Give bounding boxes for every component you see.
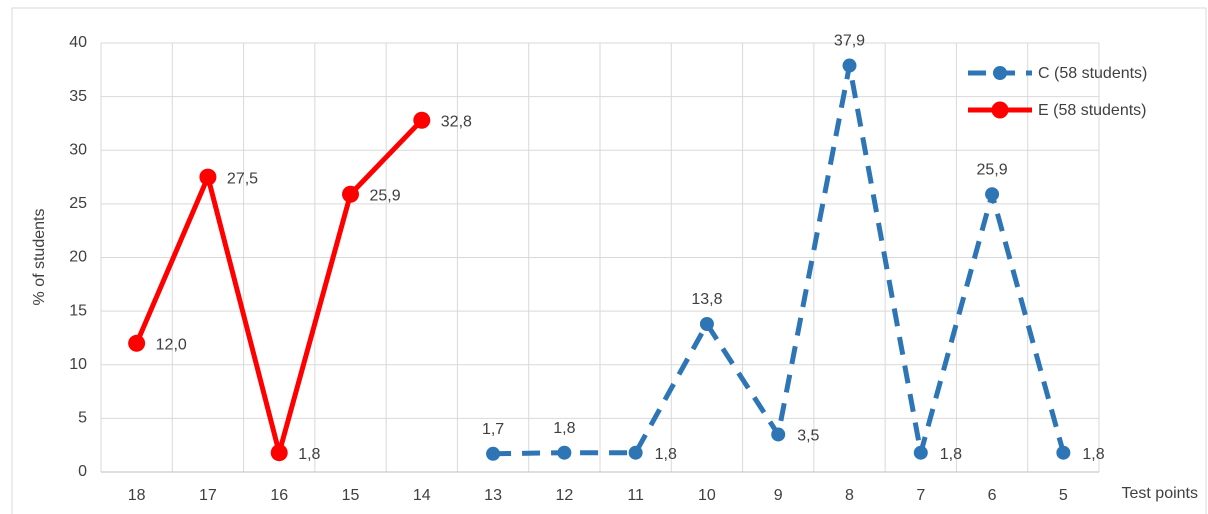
data-point	[199, 168, 217, 186]
data-label: 1,8	[940, 446, 962, 463]
data-label: 12,0	[156, 337, 187, 354]
data-label: 25,9	[977, 161, 1008, 178]
x-tick-label: 15	[342, 487, 360, 504]
data-point	[985, 187, 1000, 202]
data-label: 1,8	[1082, 446, 1104, 463]
data-label: 3,5	[797, 428, 819, 445]
data-label: 1,7	[482, 421, 504, 438]
x-tick-label: 17	[199, 487, 217, 504]
y-tick-label: 5	[78, 410, 87, 427]
data-point	[628, 445, 643, 460]
legend-marker	[993, 66, 1007, 80]
y-tick-label: 10	[69, 356, 87, 373]
data-label: 13,8	[691, 291, 722, 308]
y-tick-label: 35	[69, 88, 87, 105]
data-label: 1,8	[655, 446, 677, 463]
data-point	[342, 185, 359, 203]
data-point	[270, 444, 288, 462]
x-tick-label: 13	[484, 487, 502, 504]
x-tick-label: 10	[698, 487, 716, 504]
x-tick-label: 5	[1059, 487, 1068, 504]
data-point	[842, 58, 857, 73]
legend-label: C (58 students)	[1038, 65, 1147, 82]
data-label: 37,9	[834, 33, 865, 50]
x-tick-label: 6	[988, 487, 997, 504]
data-label: 27,5	[227, 170, 258, 187]
x-tick-label: 11	[627, 487, 644, 504]
y-tick-label: 0	[78, 463, 87, 480]
data-point	[699, 316, 714, 331]
data-label: 32,8	[441, 113, 472, 130]
x-tick-label: 14	[413, 487, 431, 504]
y-tick-label: 40	[69, 34, 87, 51]
legend-marker	[991, 101, 1009, 119]
data-label: 1,8	[553, 420, 575, 437]
data-point	[1056, 445, 1071, 460]
x-tick-label: 16	[270, 487, 288, 504]
x-tick-label: 18	[128, 487, 146, 504]
x-tick-label: 9	[774, 487, 783, 504]
y-tick-label: 20	[69, 249, 87, 266]
x-tick-label: 8	[845, 487, 854, 504]
x-tick-label: 12	[555, 487, 573, 504]
y-axis-label: % of students	[31, 209, 48, 306]
data-point	[913, 445, 928, 460]
y-tick-label: 30	[69, 141, 87, 158]
chart-frame	[11, 7, 1207, 514]
data-point	[771, 427, 786, 442]
data-point	[413, 111, 431, 129]
y-tick-label: 15	[69, 302, 87, 319]
y-tick-label: 25	[69, 195, 87, 212]
legend-label: E (58 students)	[1038, 102, 1147, 119]
data-point	[128, 334, 146, 352]
x-axis-label: Test points	[1122, 485, 1198, 502]
x-tick-label: 7	[916, 487, 925, 504]
data-label: 25,9	[370, 187, 401, 204]
data-point	[486, 446, 501, 461]
data-label: 1,8	[298, 446, 320, 463]
data-point	[557, 445, 572, 460]
